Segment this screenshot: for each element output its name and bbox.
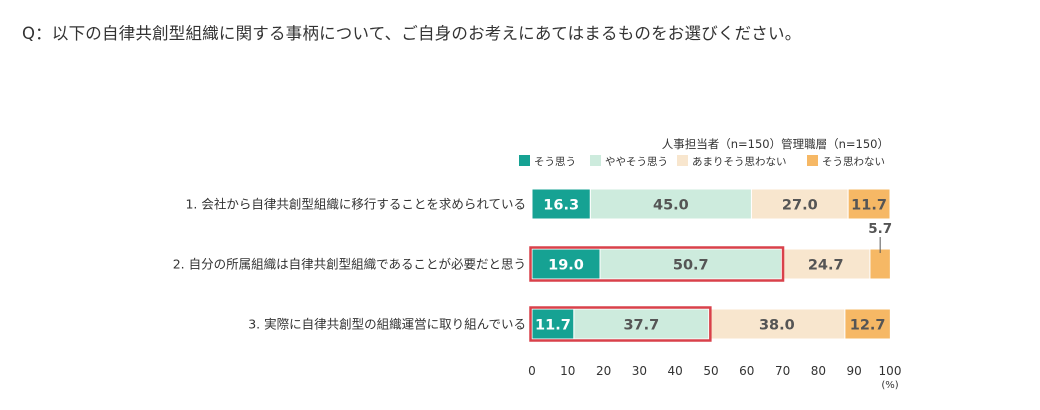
value-label: 37.7 [623,318,659,334]
highlight-box [529,246,785,282]
bar-segment [531,248,601,280]
x-tick-label: 60 [739,364,754,378]
x-axis: 0 10 20 30 40 50 60 70 80 90 100 (%) [528,364,901,391]
value-label: 45.0 [653,198,689,214]
value-label: 24.7 [808,258,844,274]
bar-segment [847,188,891,220]
bar-segment [708,308,846,340]
legend-label: あまりそう思わない [692,156,787,168]
x-unit-label: (%) [881,380,898,391]
value-label: 38.0 [759,318,795,334]
value-label: 5.7 [868,221,892,237]
x-tick-label: 40 [668,364,683,378]
x-tick-label: 90 [847,364,862,378]
sample-size-note: 人事担当者（n=150）管理職層（n=150） [662,137,889,151]
bar-segment [589,188,752,220]
legend-label: ややそう思う [605,156,668,168]
legend-swatch [590,155,601,166]
category-label: 2. 自分の所属組織は自律共創型組織であることが必要だと思う [173,257,526,272]
bar-segment [781,248,871,280]
x-tick-label: 0 [528,364,536,378]
value-label: 27.0 [782,198,818,214]
legend-label: そう思わない [822,156,885,168]
value-label: 16.3 [543,198,579,214]
bar-segment [844,308,891,340]
x-tick-label: 20 [596,364,611,378]
value-label: 50.7 [673,258,709,274]
category-label: 1. 会社から自律共創型組織に移行することを求められている [185,197,526,212]
category-label: 3. 実際に自律共創型の組織運営に取り組んでいる [248,317,526,332]
bar-segment [599,248,783,280]
legend-swatch [677,155,688,166]
highlight-box [529,306,712,342]
x-tick-label: 10 [560,364,575,378]
x-tick-label: 70 [775,364,790,378]
legend-swatch [519,155,530,166]
x-tick-label: 30 [632,364,647,378]
value-label: 12.7 [850,318,886,334]
bar-segment [869,248,891,280]
x-tick-label: 50 [703,364,718,378]
value-label: 11.7 [535,318,571,334]
bars: 1. 会社から自律共創型組織に移行することを求められている 16.3 45.0 27.… [173,188,892,342]
legend: 人事担当者（n=150）管理職層（n=150） そう思う ややそう思う あまりそう思わ… [519,137,889,168]
legend-label: そう思う [534,156,576,168]
x-tick-label: 100 [879,364,902,378]
value-label: 19.0 [548,258,584,274]
question-text: Q：以下の自律共創型組織に関する事柄について、ご自身のお考えにあてはまるものをお… [22,24,802,43]
value-label: 11.7 [851,198,887,214]
x-tick-label: 80 [811,364,826,378]
legend-swatch [807,155,818,166]
